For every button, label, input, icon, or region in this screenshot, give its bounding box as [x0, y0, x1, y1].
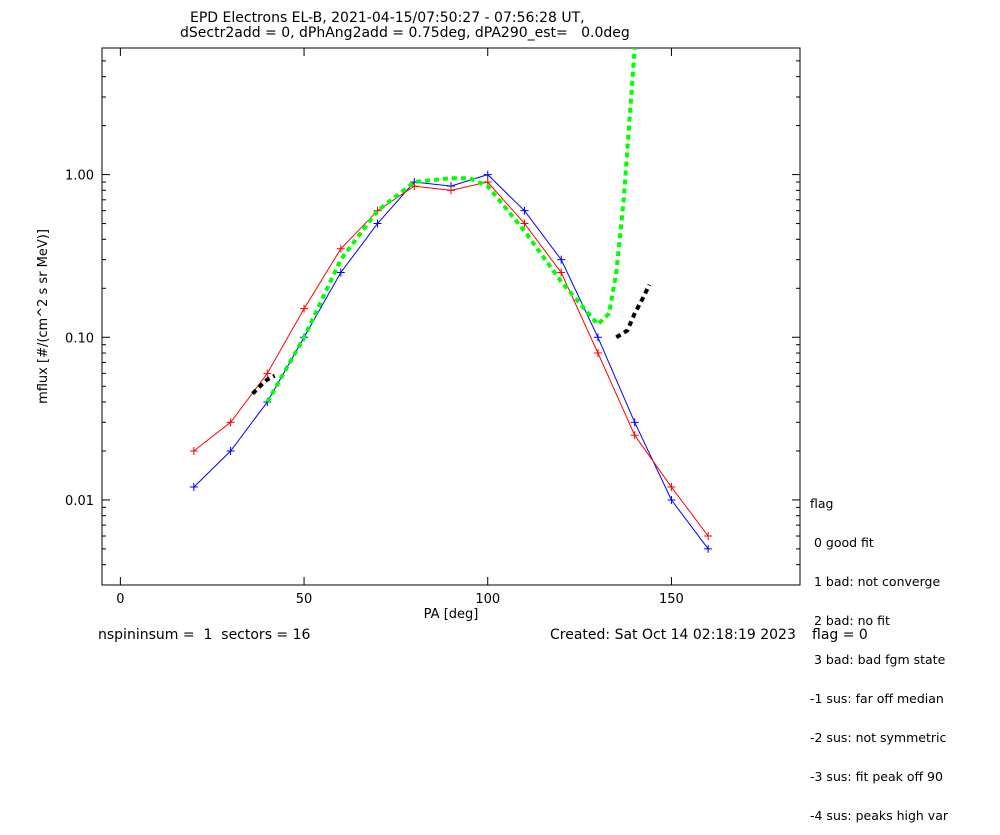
- series-red-line: [193, 181, 709, 537]
- series-blue-point: [520, 206, 529, 215]
- series-blue-point: [373, 219, 382, 228]
- legend-item: -2 sus: not symmetric: [810, 730, 947, 745]
- x-tick-label: 150: [659, 592, 684, 607]
- series-blue-point: [630, 418, 639, 427]
- x-tick-label: 0: [116, 592, 124, 607]
- series-red-point: [263, 369, 272, 378]
- y-tick-label: 1.00: [65, 169, 94, 184]
- legend-title: flag: [810, 496, 834, 511]
- series-red-point: [189, 446, 198, 455]
- legend-item: -1 sus: far off median: [810, 691, 944, 706]
- series-red-point: [630, 431, 639, 440]
- series-blue-point: [557, 255, 566, 264]
- x-tick-label: 50: [296, 592, 313, 607]
- series-blue-point: [483, 170, 492, 179]
- x-tick-label: 100: [475, 592, 500, 607]
- series-red-point: [447, 186, 455, 195]
- series-black-line: [615, 283, 652, 340]
- y-tick-label: 0.10: [65, 331, 94, 346]
- flux-plot: 0 50 100 150 0.01 0.10 1.00 PA [deg] mflux [#/(c…: [36, 47, 801, 622]
- footer-spin-info: nspininsum = 1 sectors = 16: [98, 627, 311, 643]
- x-axis-label: PA [deg]: [424, 607, 479, 622]
- series-blue-point: [336, 268, 345, 277]
- series-blue-point: [667, 495, 676, 504]
- y-tick-label: 0.01: [65, 494, 94, 509]
- legend-item: -4 sus: peaks high var: [810, 808, 949, 823]
- legend-item: 0 good fit: [810, 535, 874, 550]
- series-red-point: [704, 532, 713, 541]
- series-blue-point: [704, 544, 713, 553]
- y-axis-label: mflux [#/(cm^2 s sr MeV)]: [36, 229, 51, 404]
- chart-title: EPD Electrons EL-B, 2021-04-15/07:50:27 …: [190, 10, 585, 26]
- series-red-point: [520, 219, 529, 228]
- flag-legend: flag 0 good fit 1 bad: not converge 2 ba…: [810, 471, 948, 835]
- legend-item: -3 sus: fit peak off 90: [810, 769, 943, 784]
- plot-frame: [101, 47, 801, 586]
- series-blue-point: [226, 446, 235, 455]
- series-blue-point: [593, 333, 602, 342]
- legend-item: 1 bad: not converge: [810, 574, 941, 589]
- series-red-point: [226, 418, 235, 427]
- series-red-point: [593, 349, 602, 358]
- footer-flag: flag = 0: [812, 627, 868, 643]
- series-red-point: [557, 268, 566, 277]
- chart-subtitle: dSectr2add = 0, dPhAng2add = 0.75deg, dP…: [180, 25, 630, 41]
- legend-item: 3 bad: bad fgm state: [810, 652, 946, 667]
- series-red-point: [300, 304, 309, 313]
- footer-created: Created: Sat Oct 14 02:18:19 2023: [550, 627, 796, 643]
- series-red-point: [667, 483, 676, 492]
- series-blue-line: [193, 174, 709, 550]
- series-green-line: [265, 47, 637, 403]
- legend-item: 2 bad: no fit: [810, 613, 890, 628]
- series-red-point: [336, 244, 345, 253]
- series-blue-point: [189, 483, 198, 492]
